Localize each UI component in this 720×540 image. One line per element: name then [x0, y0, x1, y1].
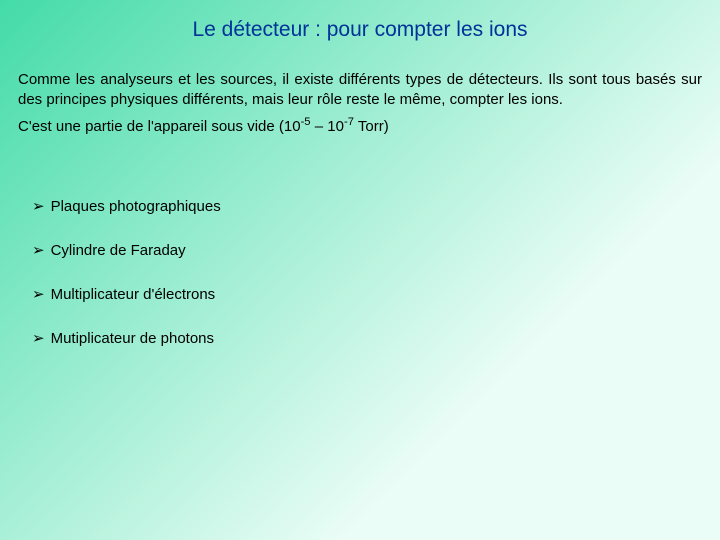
bullet-icon: ➢ [32, 285, 45, 303]
list-item: ➢ Multiplicateur d'électrons [32, 285, 702, 303]
bullet-icon: ➢ [32, 241, 45, 259]
bullet-icon: ➢ [32, 329, 45, 347]
list-item-label: Cylindre de Faraday [51, 242, 186, 259]
torr-mid: – 10 [311, 118, 344, 135]
torr-exp2: -7 [344, 116, 354, 128]
list-item: ➢ Mutiplicateur de photons [32, 329, 702, 347]
slide-container: Le détecteur : pour compter les ions Com… [0, 0, 720, 540]
list-item-label: Plaques photographiques [51, 198, 221, 215]
list-item-label: Multiplicateur d'électrons [51, 286, 216, 303]
detector-list: ➢ Plaques photographiques ➢ Cylindre de Fa… [32, 197, 702, 347]
bullet-icon: ➢ [32, 197, 45, 215]
torr-exp1: -5 [301, 116, 311, 128]
list-item: ➢ Cylindre de Faraday [32, 241, 702, 259]
list-item-label: Mutiplicateur de photons [51, 330, 214, 347]
torr-prefix: C'est une partie de l'appareil sous vide… [18, 118, 301, 135]
intro-paragraph: Comme les analyseurs et les sources, il … [18, 70, 702, 111]
torr-suffix: Torr) [354, 118, 389, 135]
slide-title: Le détecteur : pour compter les ions [108, 18, 612, 42]
vacuum-line: C'est une partie de l'appareil sous vide… [18, 117, 702, 137]
list-item: ➢ Plaques photographiques [32, 197, 702, 215]
